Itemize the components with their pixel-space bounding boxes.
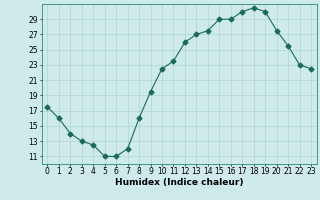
X-axis label: Humidex (Indice chaleur): Humidex (Indice chaleur)	[115, 178, 244, 187]
